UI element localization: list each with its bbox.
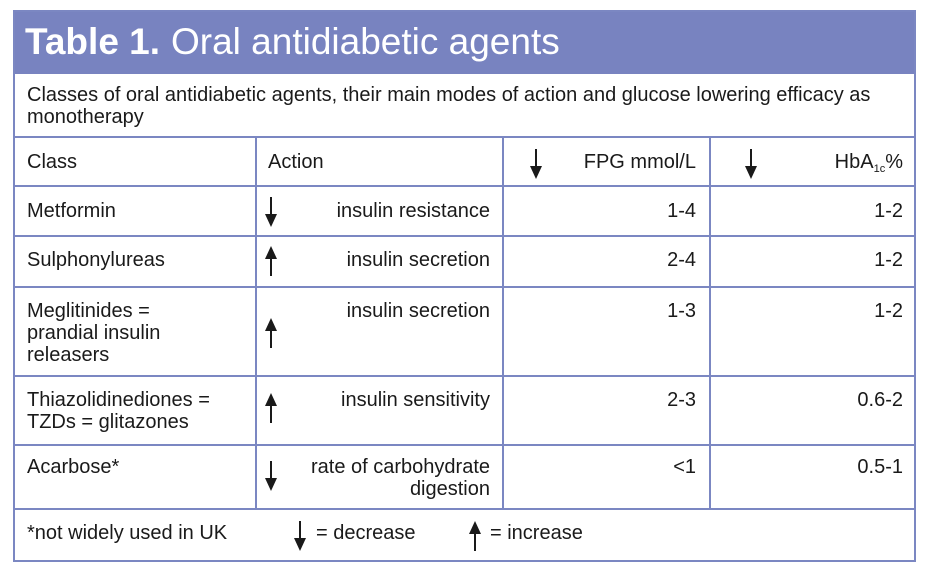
header-fpg: FPG mmol/L: [583, 151, 696, 173]
up-arrow-icon: [265, 393, 277, 423]
down-arrow-icon: [265, 461, 277, 491]
row-action: insulin secretion: [346, 300, 490, 322]
row-action: rate of carbohydrate: [311, 456, 490, 478]
row-class: releasers: [27, 344, 110, 366]
row-fpg: 1-4: [667, 200, 696, 222]
row-fpg: 2-4: [667, 249, 696, 271]
up-arrow-icon: [265, 318, 277, 348]
row-hba1c: 0.5-1: [857, 456, 903, 478]
row-class: TZDs = glitazones: [27, 411, 189, 433]
row-action: insulin resistance: [336, 200, 490, 222]
column-divider: [709, 136, 711, 508]
row-hba1c: 1-2: [874, 249, 903, 271]
row-fpg: 1-3: [667, 300, 696, 322]
header-hba1c-sub: 1c: [873, 163, 886, 175]
divider: [15, 444, 914, 446]
divider: [15, 375, 914, 377]
divider: [15, 136, 914, 138]
table-number: Table 1.: [25, 21, 161, 62]
divider: [15, 185, 914, 187]
divider: [15, 235, 914, 237]
row-class: Acarbose*: [27, 456, 120, 478]
table-frame: Table 1. Oral antidiabetic agents Classe…: [13, 10, 916, 562]
title-bar: Table 1. Oral antidiabetic agents: [15, 12, 914, 74]
row-class: prandial insulin: [27, 322, 161, 344]
table-caption: Classes of oral antidiabetic agents, the…: [27, 84, 871, 128]
row-hba1c: 1-2: [874, 200, 903, 222]
up-arrow-icon: [469, 521, 481, 551]
down-arrow-icon: [265, 197, 277, 227]
up-arrow-icon: [265, 246, 277, 276]
divider: [15, 508, 914, 510]
row-action: insulin secretion: [346, 249, 490, 271]
row-hba1c: 1-2: [874, 300, 903, 322]
table-title: Oral antidiabetic agents: [171, 21, 560, 62]
divider: [15, 286, 914, 288]
header-hba1c-main: HbA: [834, 151, 874, 173]
down-arrow-icon: [530, 149, 542, 179]
header-class: Class: [27, 151, 78, 173]
row-action: insulin sensitivity: [341, 389, 490, 411]
row-class: Sulphonylureas: [27, 249, 165, 271]
footnote-note: *not widely used in UK: [27, 522, 228, 544]
row-fpg: 2-3: [667, 389, 696, 411]
header-hba1c: HbA1c%: [775, 151, 903, 180]
footnote-increase: = increase: [490, 522, 583, 544]
row-hba1c: 0.6-2: [857, 389, 903, 411]
footnote-decrease: = decrease: [316, 522, 416, 544]
row-class: Metformin: [27, 200, 116, 222]
row-action: digestion: [409, 478, 490, 500]
down-arrow-icon: [745, 149, 757, 179]
header-action: Action: [268, 151, 324, 173]
row-fpg: <1: [673, 456, 696, 478]
column-divider: [502, 136, 504, 508]
column-divider: [255, 136, 257, 508]
down-arrow-icon: [294, 521, 306, 551]
row-class: Meglitinides =: [27, 300, 150, 322]
header-hba1c-unit: %: [885, 151, 903, 173]
row-class: Thiazolidinediones =: [27, 389, 210, 411]
